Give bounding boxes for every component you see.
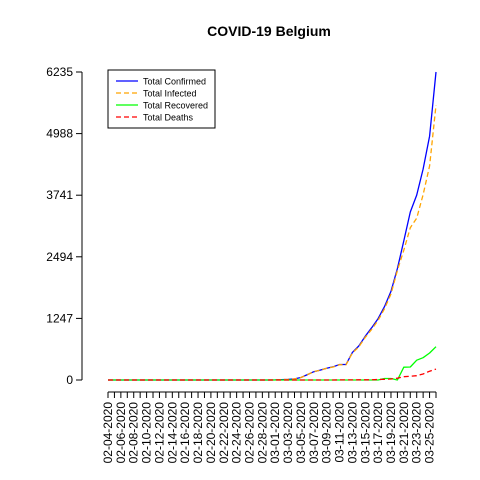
x-tick-label: 02-04-2020 xyxy=(101,402,115,464)
x-tick-label: 02-06-2020 xyxy=(114,402,128,464)
y-axis: 0 1247 2494 3741 4988 6235 xyxy=(46,65,83,387)
x-tick-label: 03-17-2020 xyxy=(371,402,385,464)
x-tick-label: 02-22-2020 xyxy=(217,402,231,464)
x-tick-label: 02-10-2020 xyxy=(140,402,154,464)
y-tick-label: 4988 xyxy=(46,127,73,141)
x-tick-label: 03-13-2020 xyxy=(345,402,359,464)
legend-label: Total Infected xyxy=(143,89,197,99)
legend-box xyxy=(107,69,216,129)
x-tick-label: 02-18-2020 xyxy=(191,402,205,464)
x-tick-label: 03-19-2020 xyxy=(384,402,398,464)
x-tick-label: 02-12-2020 xyxy=(152,402,166,464)
x-tick-label: 03-21-2020 xyxy=(397,402,411,464)
series-line-total-recovered xyxy=(108,346,437,381)
series-lines xyxy=(108,71,437,381)
y-tick-label: 2494 xyxy=(46,250,73,264)
y-tick-label: 0 xyxy=(66,373,73,387)
x-tick-label: 03-25-2020 xyxy=(423,402,437,464)
y-tick-label: 1247 xyxy=(46,311,73,325)
x-tick-label: 03-07-2020 xyxy=(307,402,321,464)
y-tick-label: 3741 xyxy=(46,188,73,202)
x-tick-label: 03-05-2020 xyxy=(294,402,308,464)
legend: Total Confirmed Total Infected Total Recov… xyxy=(107,69,216,129)
x-tick-label: 02-24-2020 xyxy=(230,402,244,464)
x-tick-label: 02-16-2020 xyxy=(178,402,192,464)
x-tick-label: 03-01-2020 xyxy=(268,402,282,464)
series-line-total-deaths xyxy=(108,368,437,381)
x-tick-label: 02-20-2020 xyxy=(204,402,218,464)
legend-label: Total Confirmed xyxy=(143,77,206,87)
x-tick-label: 03-23-2020 xyxy=(410,402,424,464)
chart-title: COVID-19 Belgium xyxy=(207,23,331,39)
x-tick-label: 03-03-2020 xyxy=(281,402,295,464)
x-axis: 02-04-202002-06-202002-08-202002-10-2020… xyxy=(101,391,437,464)
x-tick-label: 02-26-2020 xyxy=(242,402,256,464)
series-line-total-infected xyxy=(108,105,437,381)
legend-label: Total Recovered xyxy=(143,101,208,111)
y-tick-label: 6235 xyxy=(46,65,73,79)
x-tick-label: 03-15-2020 xyxy=(358,402,372,464)
x-tick-label: 03-09-2020 xyxy=(320,402,334,464)
legend-label: Total Deaths xyxy=(143,113,194,123)
x-tick-label: 02-08-2020 xyxy=(127,402,141,464)
x-tick-label: 03-11-2020 xyxy=(333,402,347,463)
x-tick-label: 02-14-2020 xyxy=(165,402,179,464)
x-tick-label: 02-28-2020 xyxy=(255,402,269,464)
